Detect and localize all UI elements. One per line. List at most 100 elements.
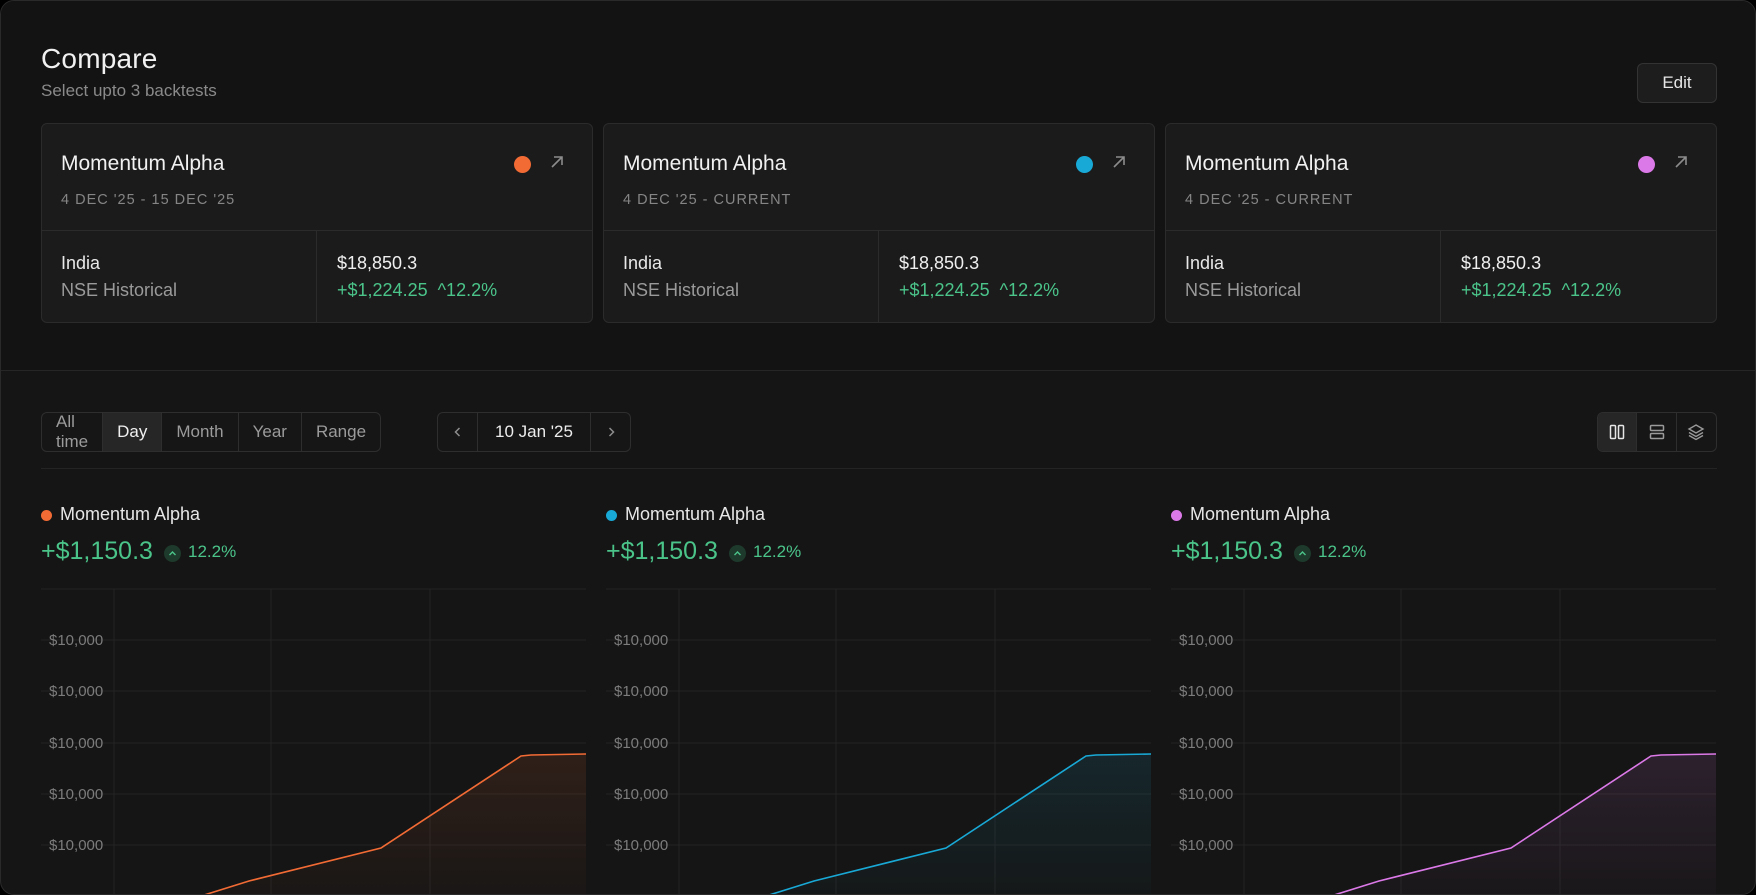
performance-chart: $10,000 $10,000 $10,000 $10,000 $10,000 xyxy=(41,588,586,894)
y-tick-label: $10,000 xyxy=(614,632,668,649)
series-line xyxy=(1334,753,1716,894)
series-area xyxy=(207,754,586,894)
series-line xyxy=(769,753,1151,894)
layers-icon xyxy=(1687,424,1705,441)
trend-up-icon xyxy=(164,545,181,562)
card-performance: $18,850.3 +$1,224.25 ^12.2% xyxy=(880,231,1154,322)
range-custom[interactable]: Range xyxy=(315,422,367,441)
card-market: India NSE Historical xyxy=(42,231,317,322)
card-value: $18,850.3 xyxy=(1461,253,1542,273)
panel-percent: 12.2% xyxy=(753,542,802,561)
panel-percent: 12.2% xyxy=(1318,542,1367,561)
performance-chart: $10,000 $10,000 $10,000 $10,000 $10,000 xyxy=(1171,588,1716,894)
backtest-card[interactable]: Momentum Alpha 4 DEC '25 - CURRENT India… xyxy=(603,123,1155,323)
card-date-range: 4 DEC '25 - 15 DEC '25 xyxy=(61,192,236,208)
card-country: India xyxy=(623,253,663,273)
chart-panel: Momentum Alpha +$1,150.3 12.2% $10,000 $1… xyxy=(606,501,1151,894)
card-header: Momentum Alpha 4 DEC '25 - 15 DEC '25 xyxy=(42,124,592,231)
view-mode-toggle xyxy=(1597,412,1717,452)
card-gain-percent: ^12.2% xyxy=(999,280,1060,300)
range-day[interactable]: Day xyxy=(103,413,163,451)
card-gain-amount: +$1,224.25 xyxy=(337,280,428,300)
open-external-arrow-icon[interactable] xyxy=(1109,152,1129,172)
card-performance: $18,850.3 +$1,224.25 ^12.2% xyxy=(1442,231,1716,322)
legend-dot-icon xyxy=(1171,510,1182,521)
toolbar-divider xyxy=(41,468,1717,469)
y-tick-label: $10,000 xyxy=(614,786,668,803)
range-year[interactable]: Year xyxy=(239,413,302,451)
legend-dot-icon xyxy=(606,510,617,521)
legend-label: Momentum Alpha xyxy=(625,504,766,524)
backtest-cards: Momentum Alpha 4 DEC '25 - 15 DEC '25 In… xyxy=(41,123,1717,323)
view-columns-button[interactable] xyxy=(1598,413,1638,451)
performance-chart: $10,000 $10,000 $10,000 $10,000 $10,000 xyxy=(606,588,1151,894)
y-tick-label: $10,000 xyxy=(614,683,668,700)
range-all-time[interactable]: All time xyxy=(42,413,104,451)
legend-label: Momentum Alpha xyxy=(60,504,201,524)
card-gain: +$1,224.25 ^12.2% xyxy=(337,280,497,301)
y-tick-label: $10,000 xyxy=(1179,632,1233,649)
page-title: Compare xyxy=(41,43,158,74)
panel-gain: +$1,150.3 xyxy=(41,537,153,565)
card-gain-percent: ^12.2% xyxy=(1561,280,1622,300)
panel-percent: 12.2% xyxy=(188,542,237,561)
legend-label: Momentum Alpha xyxy=(1190,504,1331,524)
edit-button[interactable]: Edit xyxy=(1637,63,1717,103)
card-date-range: 4 DEC '25 - CURRENT xyxy=(1185,192,1354,208)
open-external-arrow-icon[interactable] xyxy=(1671,152,1691,172)
y-tick-label: $10,000 xyxy=(49,837,103,854)
card-gain: +$1,224.25 ^12.2% xyxy=(899,280,1059,301)
panel-gain: +$1,150.3 xyxy=(606,537,718,565)
color-dot-icon xyxy=(1076,156,1093,173)
card-exchange: NSE Historical xyxy=(61,280,178,300)
series-area xyxy=(1337,754,1716,894)
series-line xyxy=(204,753,586,894)
y-tick-label: $10,000 xyxy=(1179,786,1233,803)
y-tick-label: $10,000 xyxy=(49,786,103,803)
chevron-right-icon xyxy=(608,427,615,437)
card-exchange: NSE Historical xyxy=(623,280,740,300)
card-title: Momentum Alpha xyxy=(61,152,225,175)
series-area xyxy=(772,754,1151,894)
y-tick-label: $10,000 xyxy=(49,632,103,649)
y-tick-label: $10,000 xyxy=(614,735,668,752)
card-exchange: NSE Historical xyxy=(1185,280,1302,300)
card-value: $18,850.3 xyxy=(337,253,418,273)
card-gain-amount: +$1,224.25 xyxy=(1461,280,1552,300)
current-date[interactable]: 10 Jan '25 xyxy=(495,422,573,441)
chart-panel: Momentum Alpha +$1,150.3 12.2% $10,000 $1… xyxy=(1171,501,1716,894)
chevron-left-icon xyxy=(453,427,460,437)
card-title: Momentum Alpha xyxy=(623,152,787,175)
card-country: India xyxy=(1185,253,1225,273)
card-header: Momentum Alpha 4 DEC '25 - CURRENT xyxy=(604,124,1154,231)
view-layers-button[interactable] xyxy=(1677,413,1716,451)
card-market: India NSE Historical xyxy=(604,231,879,322)
card-date-range: 4 DEC '25 - CURRENT xyxy=(623,192,792,208)
y-tick-label: $10,000 xyxy=(49,683,103,700)
color-dot-icon xyxy=(1638,156,1655,173)
card-performance: $18,850.3 +$1,224.25 ^12.2% xyxy=(318,231,592,322)
trend-up-icon xyxy=(729,545,746,562)
rows-icon xyxy=(1649,424,1664,440)
open-external-arrow-icon[interactable] xyxy=(547,152,567,172)
card-gain-percent: ^12.2% xyxy=(437,280,498,300)
y-tick-label: $10,000 xyxy=(1179,683,1233,700)
card-title: Momentum Alpha xyxy=(1185,152,1349,175)
prev-date-button[interactable] xyxy=(438,413,478,451)
card-market: India NSE Historical xyxy=(1166,231,1441,322)
card-country: India xyxy=(61,253,101,273)
range-month[interactable]: Month xyxy=(162,413,239,451)
y-tick-label: $10,000 xyxy=(1179,837,1233,854)
columns-icon xyxy=(1609,424,1625,440)
color-dot-icon xyxy=(514,156,531,173)
card-header: Momentum Alpha 4 DEC '25 - CURRENT xyxy=(1166,124,1716,231)
y-tick-label: $10,000 xyxy=(49,735,103,752)
range-segmented-control: All time Day Month Year Range xyxy=(41,412,382,452)
date-navigator: 10 Jan '25 xyxy=(437,412,631,452)
next-date-button[interactable] xyxy=(590,413,630,451)
view-rows-button[interactable] xyxy=(1637,413,1677,451)
backtest-card[interactable]: Momentum Alpha 4 DEC '25 - CURRENT India… xyxy=(1165,123,1717,323)
card-gain: +$1,224.25 ^12.2% xyxy=(1461,280,1621,301)
backtest-card[interactable]: Momentum Alpha 4 DEC '25 - 15 DEC '25 In… xyxy=(41,123,593,323)
